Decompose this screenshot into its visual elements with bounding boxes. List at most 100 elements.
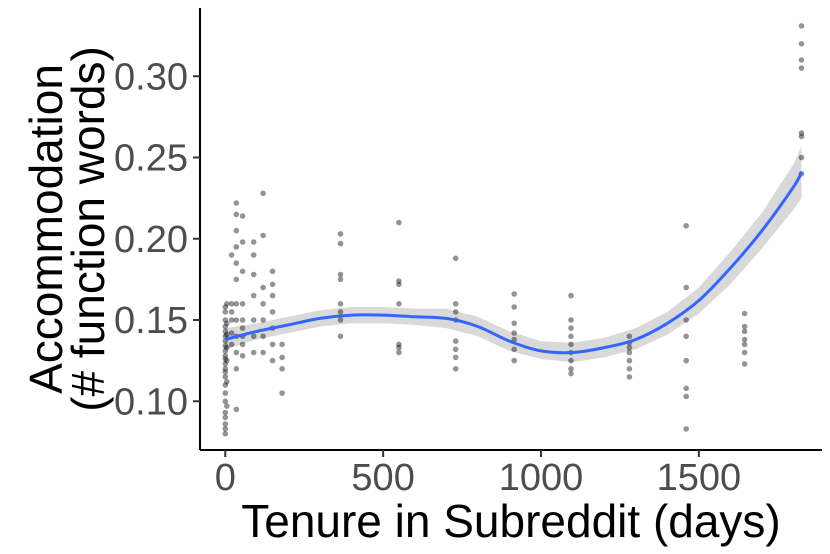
data-point: [568, 366, 574, 372]
data-point: [250, 317, 257, 323]
data-point: [228, 252, 235, 258]
data-point: [233, 317, 240, 323]
data-point: [260, 284, 266, 291]
data-point: [741, 361, 748, 367]
y-tick-label: 0.15: [114, 300, 188, 342]
data-point: [233, 406, 240, 413]
data-point: [224, 301, 230, 307]
data-point: [228, 330, 235, 336]
data-point: [260, 333, 266, 340]
data-point: [233, 301, 240, 307]
y-tick-label: 0.25: [114, 138, 188, 180]
data-point: [233, 227, 240, 234]
data-point: [626, 366, 633, 372]
data-point: [452, 301, 459, 307]
data-point: [741, 341, 748, 348]
data-point: [568, 325, 574, 331]
data-point: [269, 341, 276, 348]
data-point: [222, 366, 229, 372]
data-point: [260, 317, 266, 323]
data-point: [511, 357, 517, 364]
data-point: [222, 421, 229, 427]
data-point: [222, 431, 229, 437]
data-point: [250, 239, 257, 245]
data-point: [452, 346, 459, 353]
data-point: [233, 260, 240, 266]
x-tick-label: 0: [215, 457, 236, 499]
data-point: [798, 23, 805, 29]
data-point: [222, 374, 229, 380]
data-point: [279, 354, 285, 361]
data-point: [396, 219, 402, 226]
data-point: [228, 317, 235, 323]
data-point: [233, 276, 240, 283]
data-point: [798, 57, 805, 63]
data-point: [222, 414, 229, 421]
data-point: [222, 409, 229, 416]
data-point: [683, 426, 689, 432]
data-point: [269, 281, 276, 288]
data-point: [222, 328, 229, 335]
data-point: [798, 130, 805, 136]
data-point: [233, 200, 240, 206]
data-point: [683, 357, 689, 364]
data-point: [222, 317, 229, 323]
data-point: [222, 323, 229, 330]
data-point: [222, 304, 229, 310]
data-point: [396, 349, 402, 356]
data-point: [233, 366, 240, 372]
data-point: [568, 333, 574, 340]
data-point: [798, 133, 805, 140]
data-point: [396, 344, 402, 351]
data-point: [337, 317, 344, 323]
data-point: [222, 353, 229, 359]
data-point: [396, 341, 402, 348]
data-point: [626, 349, 633, 356]
data-point: [239, 325, 246, 331]
data-point: [239, 353, 246, 359]
data-point: [452, 255, 459, 262]
data-point: [269, 357, 276, 364]
data-point: [626, 357, 633, 364]
data-point: [279, 390, 285, 396]
data-point: [269, 292, 276, 299]
data-point: [222, 361, 229, 367]
data-point: [511, 330, 517, 336]
data-point: [568, 370, 574, 377]
data-point: [741, 323, 748, 330]
data-point: [239, 268, 246, 275]
data-point: [233, 349, 240, 356]
data-point: [337, 301, 344, 307]
data-point: [250, 271, 257, 278]
y-tick-label: 0.20: [114, 219, 188, 261]
data-point: [396, 278, 402, 284]
data-point: [228, 301, 235, 307]
data-point: [224, 320, 230, 327]
data-point: [222, 390, 229, 396]
y-axis-title-line-2: (# function words): [62, 46, 114, 412]
smooth-trend-line: [224, 171, 803, 355]
data-point: [683, 393, 689, 400]
data-point: [683, 333, 689, 340]
x-axis-title: Tenure in Subreddit (days): [241, 495, 781, 547]
data-point: [396, 301, 402, 307]
data-point: [250, 333, 257, 340]
data-point: [222, 426, 229, 432]
data-point: [260, 232, 266, 239]
data-point: [626, 374, 633, 380]
data-point: [337, 271, 344, 278]
data-point: [260, 190, 266, 197]
data-point: [279, 366, 285, 372]
data-point: [452, 366, 459, 372]
data-point: [741, 336, 748, 343]
data-point: [337, 276, 344, 283]
data-point: [228, 309, 235, 315]
data-point: [222, 343, 229, 349]
data-point: [224, 357, 230, 364]
data-point: [224, 331, 230, 338]
data-point: [222, 309, 229, 315]
data-point: [626, 344, 633, 351]
y-tick-label: 0.10: [114, 381, 188, 423]
data-point: [626, 333, 633, 340]
